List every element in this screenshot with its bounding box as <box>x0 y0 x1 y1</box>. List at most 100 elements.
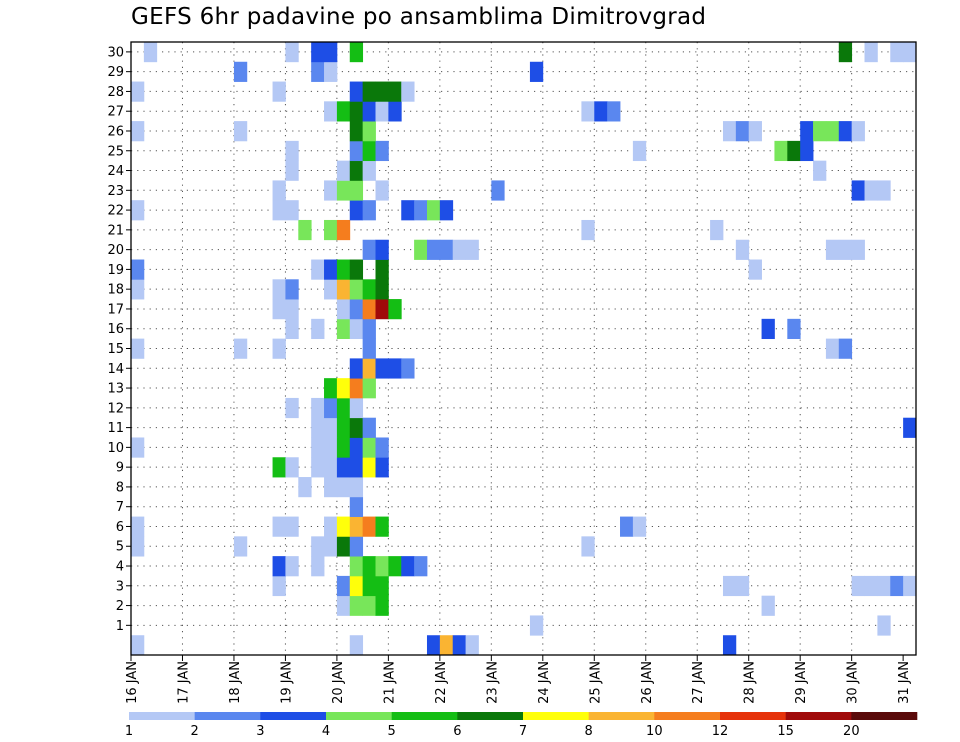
precip-cell <box>349 140 364 162</box>
precip-cell <box>362 239 376 260</box>
legend-label: 8 <box>585 724 593 739</box>
precip-cell <box>813 160 827 181</box>
precip-cell <box>439 635 454 656</box>
precip-cell <box>298 219 312 241</box>
precip-cell <box>375 595 389 616</box>
x-tick-label: 22 JAN <box>434 661 449 704</box>
legend-swatch <box>326 712 392 720</box>
precip-cell <box>362 200 376 221</box>
precip-cell <box>272 556 286 577</box>
y-tick-label: 13 <box>107 382 124 397</box>
precip-cell <box>311 556 325 577</box>
precip-cell <box>324 417 338 438</box>
precip-cell <box>272 516 286 537</box>
precip-cell <box>285 200 299 221</box>
legend-swatch <box>588 712 655 720</box>
precip-cell <box>285 160 299 181</box>
precip-cell <box>336 219 351 241</box>
precip-cell <box>336 279 351 300</box>
precip-cell <box>285 318 299 340</box>
precip-cell <box>529 61 544 82</box>
legend-swatch <box>391 712 458 720</box>
precip-cell <box>349 536 364 557</box>
y-tick-label: 29 <box>107 65 124 80</box>
precip-cell <box>748 121 762 142</box>
precip-cell <box>722 121 737 142</box>
precip-cell <box>851 121 865 142</box>
precip-cell <box>131 81 145 102</box>
precip-cell <box>349 378 364 399</box>
precip-cell <box>401 200 415 221</box>
x-tick-label: 31 JAN <box>897 661 912 704</box>
precip-cell <box>311 259 325 280</box>
y-tick-label: 25 <box>107 144 124 159</box>
precip-cell <box>349 556 364 577</box>
y-tick-label: 3 <box>116 579 124 594</box>
precip-cell <box>349 358 364 379</box>
precip-cell <box>336 595 351 616</box>
precip-cell <box>375 259 389 280</box>
precip-cell <box>131 516 145 537</box>
y-tick-label: 16 <box>107 322 124 337</box>
legend-label: 15 <box>777 724 794 739</box>
x-tick-label: 26 JAN <box>640 661 655 704</box>
precip-cell <box>311 536 325 557</box>
precip-cell <box>349 318 364 340</box>
precip-cell <box>336 101 351 122</box>
precip-cell <box>735 239 750 260</box>
precip-cell <box>131 200 145 221</box>
legend-label: 5 <box>388 724 396 739</box>
precip-cell <box>362 417 376 438</box>
y-tick-label: 12 <box>107 401 124 416</box>
precip-cell <box>324 378 338 399</box>
precip-cell <box>272 299 286 320</box>
x-tick-label: 18 JAN <box>228 661 243 704</box>
precip-cell <box>336 259 351 280</box>
precip-cell <box>336 536 351 557</box>
precip-cell <box>349 279 364 300</box>
precip-cell <box>311 42 325 63</box>
x-tick-label: 28 JAN <box>743 661 758 704</box>
precip-cell <box>439 200 454 221</box>
precip-cell <box>349 81 364 102</box>
y-tick-label: 26 <box>107 124 124 139</box>
precip-cell <box>362 575 376 597</box>
precip-cell <box>311 417 325 438</box>
y-tick-label: 21 <box>107 223 124 238</box>
y-axis-ticks: 1234567891011121314151617181920212223242… <box>107 45 131 634</box>
precip-cell <box>529 615 544 636</box>
grid-lines <box>131 42 916 655</box>
precip-cell <box>324 397 338 419</box>
precip-cell <box>710 219 724 241</box>
precip-cell <box>324 279 338 300</box>
precip-cell <box>233 121 248 142</box>
legend-label: 4 <box>322 724 330 739</box>
precip-cell <box>336 299 351 320</box>
precip-cell <box>272 338 286 359</box>
precip-cell <box>311 397 325 419</box>
precip-cells <box>131 42 917 656</box>
precip-cell <box>632 516 647 537</box>
precip-cell <box>336 575 351 597</box>
precip-cell <box>233 338 248 359</box>
precip-cell <box>414 200 428 221</box>
precip-cell <box>401 358 415 379</box>
precip-cell <box>722 575 737 597</box>
precip-cell <box>272 279 286 300</box>
precip-cell <box>311 318 325 340</box>
precip-cell <box>813 121 827 142</box>
precip-cell <box>903 417 917 438</box>
precip-cell <box>324 219 338 241</box>
precip-cell <box>362 101 376 122</box>
precip-cell <box>465 239 479 260</box>
precip-cell <box>388 358 402 379</box>
legend-swatch <box>785 712 852 720</box>
precip-cell <box>426 635 441 656</box>
precip-cell <box>414 556 428 577</box>
precip-cell <box>324 457 338 478</box>
precip-cell <box>324 516 338 537</box>
precip-cell <box>131 279 145 300</box>
precip-cell <box>336 397 351 419</box>
precip-cell <box>311 457 325 478</box>
precip-cell <box>349 200 364 221</box>
